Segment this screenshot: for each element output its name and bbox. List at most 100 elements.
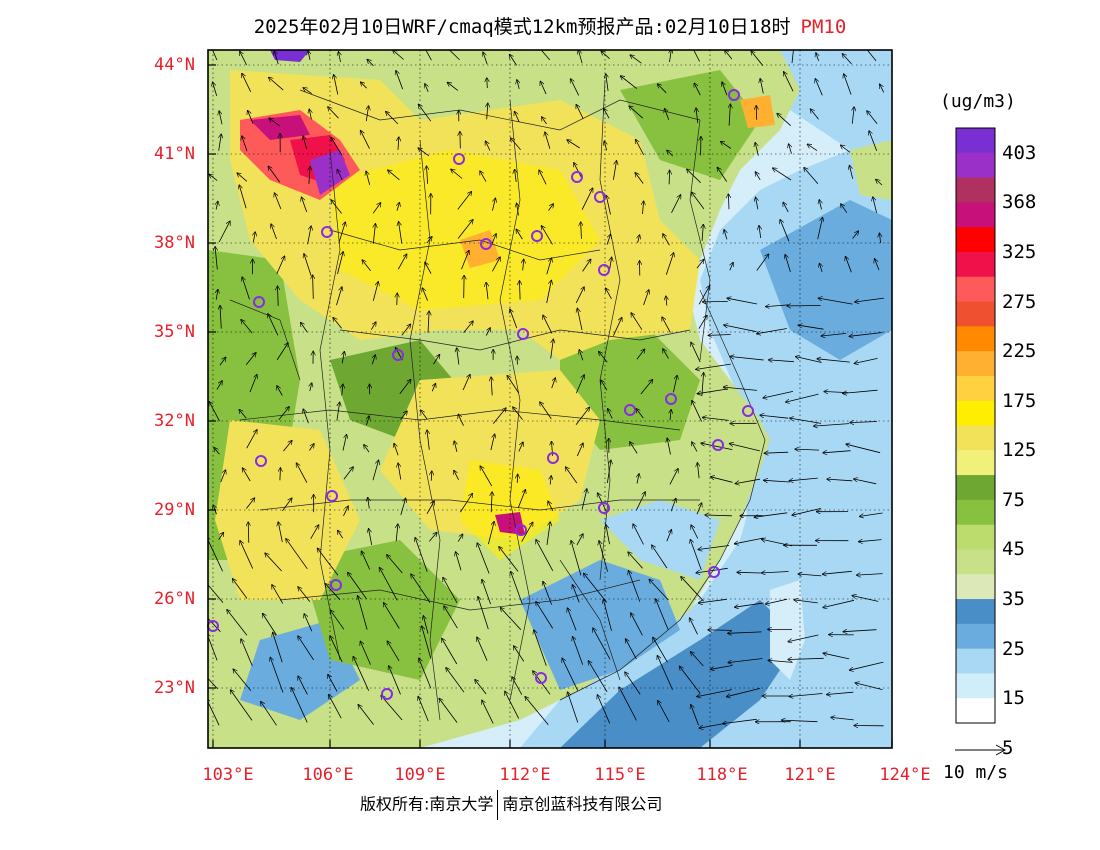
wind-arrow	[318, 548, 339, 576]
wind-arrow	[213, 82, 218, 97]
legend-swatch	[956, 202, 995, 228]
wind-arrow	[550, 476, 551, 485]
wind-arrow	[666, 296, 667, 306]
wind-arrow	[599, 352, 608, 363]
wind-arrow	[387, 641, 400, 662]
lat-label: 26°N	[154, 589, 195, 609]
wind-arrow	[578, 50, 583, 64]
wind-arrow	[301, 323, 308, 333]
wind-arrow	[358, 705, 374, 725]
wind-arrow	[786, 393, 819, 402]
wind-arrow	[491, 377, 492, 396]
wind-arrow	[218, 533, 224, 540]
wind-arrow	[372, 460, 379, 481]
wind-arrow	[629, 106, 644, 119]
wind-arrow	[764, 480, 790, 482]
wind-arrow	[690, 618, 698, 635]
wind-arrow	[304, 254, 312, 276]
wind-arrow	[727, 298, 758, 305]
wind-arrow	[517, 204, 519, 216]
wind-arrow	[576, 105, 584, 119]
wind-arrow	[760, 79, 764, 94]
wind-arrow	[574, 163, 583, 179]
wind-arrow	[795, 449, 820, 450]
wind-arrow	[548, 204, 554, 211]
wind-arrow	[367, 416, 370, 426]
wind-arrow	[309, 109, 311, 120]
wind-arrow	[394, 444, 399, 456]
wind-arrow	[331, 200, 342, 214]
wind-arrow	[302, 197, 308, 213]
wind-arrow	[485, 328, 490, 336]
wind-arrow	[536, 540, 554, 571]
wind-arrow	[487, 78, 488, 89]
wind-arrow	[604, 141, 606, 151]
wind-arrow	[723, 718, 757, 723]
wind-arrow	[621, 76, 637, 89]
wind-arrow	[515, 170, 517, 183]
wind-arrow	[366, 106, 368, 122]
wind-arrow	[663, 234, 670, 246]
wind-arrow	[582, 259, 591, 272]
wind-arrow	[370, 322, 376, 330]
wind-arrow	[277, 386, 283, 396]
wind-arrow	[388, 170, 400, 181]
wind-arrow	[777, 114, 791, 126]
wind-arrow	[246, 430, 257, 449]
wind-arrow	[814, 423, 850, 427]
legend-swatch	[956, 400, 995, 426]
wind-arrow	[571, 79, 580, 96]
wind-arrow	[696, 363, 731, 369]
wind-arrow	[543, 315, 553, 334]
legend-label: 25	[1002, 637, 1025, 660]
wind-arrow	[756, 106, 757, 120]
legend-label: 368	[1002, 191, 1037, 214]
wind-arrow	[448, 50, 460, 61]
wind-arrow	[823, 599, 855, 607]
wind-arrow	[708, 630, 732, 631]
wind-arrow	[636, 349, 645, 360]
wind-arrow	[422, 626, 432, 659]
wind-arrow	[384, 603, 400, 629]
wind-arrow	[546, 522, 550, 545]
wind-arrow	[308, 51, 310, 60]
wind-arrow	[819, 200, 821, 210]
wind-arrow	[636, 409, 644, 419]
wind-arrow	[400, 498, 406, 516]
wind-arrow	[669, 469, 678, 485]
wind-arrow	[499, 547, 519, 572]
wind-arrow	[253, 232, 255, 243]
lat-label: 38°N	[154, 233, 195, 253]
wind-arrow	[331, 138, 343, 156]
wind-arrow	[492, 257, 500, 272]
wind-arrow	[823, 570, 852, 574]
wind-arrow	[387, 555, 403, 574]
wind-arrow	[342, 352, 344, 364]
lon-label: 106°E	[302, 765, 354, 785]
wind-arrow	[849, 332, 883, 337]
wind-arrow	[665, 253, 673, 275]
wind-arrow	[696, 260, 704, 269]
wind-arrow	[855, 358, 878, 363]
wind-arrow	[692, 401, 702, 422]
wind-arrow	[486, 141, 491, 151]
wind-arrow	[463, 321, 473, 333]
wind-arrow	[860, 512, 883, 516]
wind-arrow	[788, 658, 824, 659]
wind-arrow	[443, 578, 458, 603]
wind-arrow	[568, 692, 579, 723]
wind-arrow	[703, 417, 729, 421]
wind-arrow	[670, 410, 671, 421]
wind-arrow	[816, 53, 819, 62]
wind-arrow	[364, 445, 370, 453]
legend-swatch	[956, 475, 995, 501]
wind-arrow	[827, 692, 854, 694]
wind-arrow	[635, 173, 644, 184]
wind-arrow	[241, 639, 253, 666]
province-boundaries	[229, 79, 766, 721]
wind-arrow	[546, 258, 552, 275]
wind-arrow	[367, 60, 374, 67]
wind-arrow	[492, 198, 495, 211]
wind-arrow	[368, 498, 370, 509]
wind-arrow	[433, 355, 440, 365]
